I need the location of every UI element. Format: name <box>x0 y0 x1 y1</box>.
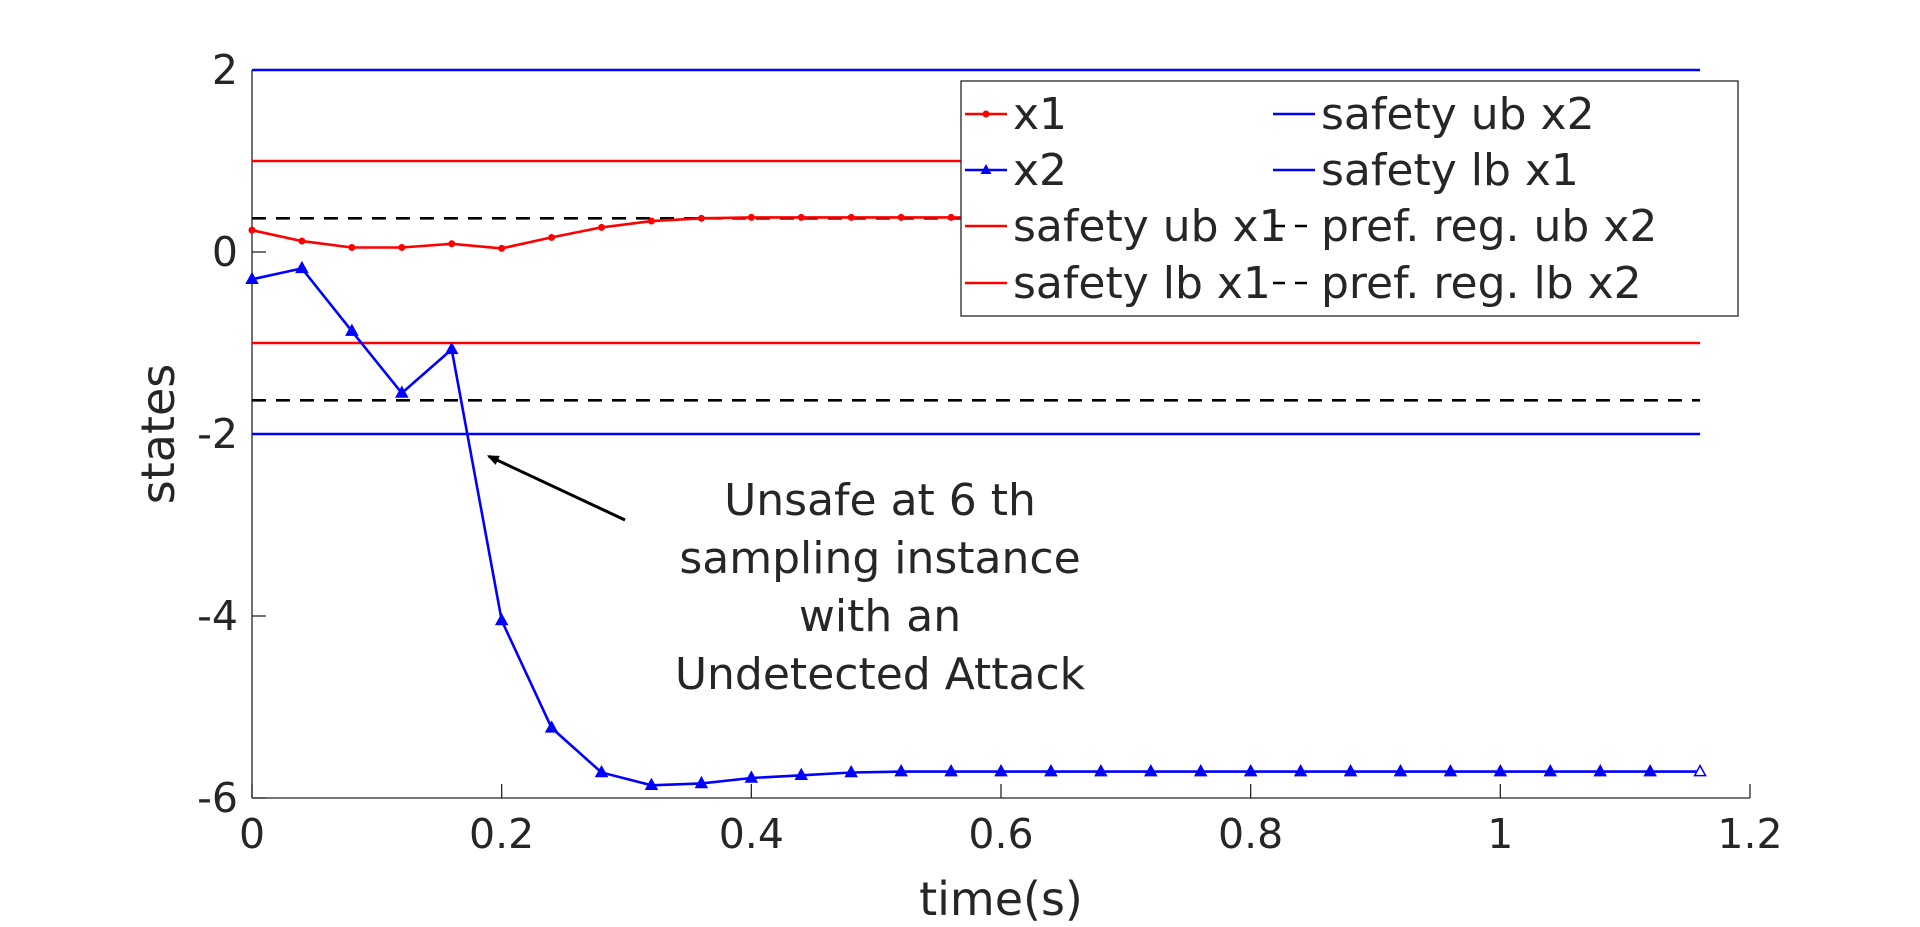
x2-marker <box>1094 764 1108 777</box>
x2-marker <box>994 764 1008 777</box>
legend-label: safety ub x1 <box>1013 201 1287 252</box>
x2-marker <box>1443 764 1458 777</box>
x2-marker <box>295 260 309 274</box>
legend-label: safety lb x1 <box>1013 258 1271 309</box>
x-tick-label: 0.4 <box>719 810 784 858</box>
legend-label: pref. reg. ub x2 <box>1321 201 1657 252</box>
x2-marker <box>594 764 609 778</box>
x2-marker <box>844 764 858 778</box>
axes: 0 0.2 0.4 0.6 0.8 1 1.2 -6 -4 -2 0 2 time(s) states <box>131 46 1783 926</box>
x1-marker <box>298 237 306 245</box>
x1-marker <box>248 226 256 234</box>
annotation: Unsafe at 6 th sampling instance with an Un… <box>486 454 1086 700</box>
x2-marker <box>444 341 459 355</box>
x-tick-label: 0 <box>239 810 265 858</box>
legend-label: safety ub x2 <box>1321 89 1595 140</box>
legend-label: x1 <box>1013 89 1067 140</box>
legend-marker <box>982 110 990 118</box>
x2-marker <box>794 767 809 780</box>
legend-label: pref. reg. lb x2 <box>1321 258 1642 309</box>
x1-marker <box>697 214 705 222</box>
x2-marker <box>245 271 259 285</box>
x1-marker <box>498 244 506 252</box>
x-tick-label: 0.8 <box>1218 810 1283 858</box>
x1-marker <box>897 213 905 221</box>
annotation-text: sampling instance <box>679 533 1080 584</box>
x1-marker <box>348 243 356 251</box>
legend-box <box>960 80 1739 317</box>
x1-marker <box>847 213 855 221</box>
x2-marker <box>694 775 709 789</box>
x2-marker <box>494 612 509 626</box>
x1-marker <box>448 240 456 248</box>
x2-marker <box>1044 764 1058 777</box>
x2-marker <box>1144 764 1158 777</box>
annotation-text: Unsafe at 6 th <box>724 475 1036 526</box>
x2-marker <box>1393 764 1408 777</box>
y-tick-label: 2 <box>212 46 238 94</box>
annotation-text: Undetected Attack <box>675 649 1086 700</box>
x1-marker <box>797 213 805 221</box>
x2-marker <box>1343 764 1358 777</box>
x2-marker <box>744 770 759 783</box>
x2-marker <box>395 385 409 398</box>
x2-marker <box>1293 764 1308 777</box>
annotation-text: with an <box>799 591 961 642</box>
legend-label: safety lb x1 <box>1321 145 1579 196</box>
x-tick-label: 1.2 <box>1717 810 1782 858</box>
x1-marker <box>947 213 955 221</box>
x2-marker <box>1193 764 1208 777</box>
x1-marker <box>647 217 655 225</box>
x2-marker <box>1243 764 1258 777</box>
y-tick-label: 0 <box>212 228 238 276</box>
x2-marker <box>1693 764 1707 777</box>
x2-marker <box>1543 764 1558 777</box>
annotation-arrow <box>486 454 626 522</box>
x2-marker <box>894 764 908 777</box>
x2-marker <box>544 720 559 733</box>
x-tick-label: 0.6 <box>968 810 1033 858</box>
x2-marker <box>944 764 958 777</box>
x2-marker <box>1643 764 1657 777</box>
x2-marker <box>644 777 659 791</box>
y-tick-label: -2 <box>197 410 238 458</box>
series-line <box>251 266 1701 787</box>
y-tick-label: -4 <box>197 592 238 640</box>
x2-marker <box>345 323 359 336</box>
x-tick-label: 1 <box>1487 810 1513 858</box>
x1-marker <box>548 233 556 241</box>
y-tick-label: -6 <box>197 774 238 822</box>
x2-marker <box>1593 764 1607 777</box>
legend-marker <box>980 164 992 174</box>
x-tick-label: 0.2 <box>469 810 534 858</box>
y-axis-label: states <box>131 364 185 505</box>
x2-marker <box>1493 764 1508 777</box>
x1-marker <box>747 213 755 221</box>
x-axis-label: time(s) <box>919 872 1083 926</box>
legend-label: x2 <box>1013 145 1067 196</box>
x1-marker <box>398 243 406 251</box>
x1-marker <box>598 223 606 231</box>
